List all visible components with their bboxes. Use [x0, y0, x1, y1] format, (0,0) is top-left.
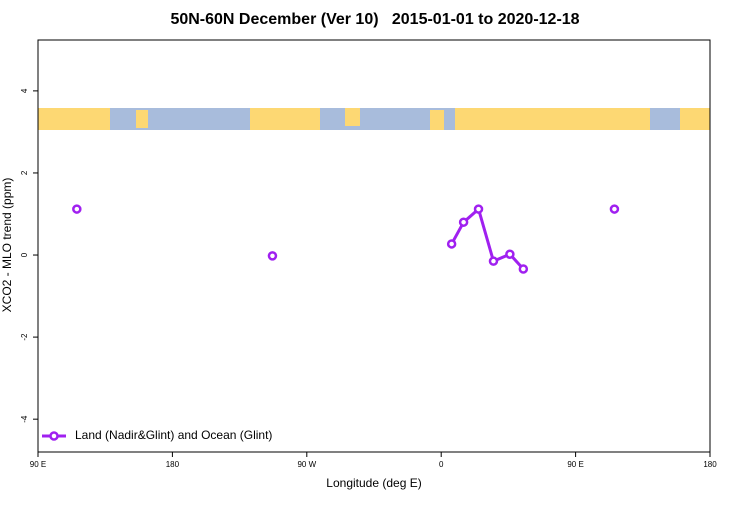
y-tick-label: 2 [20, 170, 29, 175]
data-point [267, 251, 278, 261]
y-axis-label: XCO2 - MLO trend (ppm) [0, 178, 14, 313]
y-tick-label: 0 [20, 252, 29, 257]
x-tick-label: 0 [439, 460, 444, 469]
legend-label: Land (Nadir&Glint) and Ocean (Glint) [75, 428, 272, 442]
plot-frame [37, 39, 711, 453]
data-point [518, 264, 529, 274]
y-tick-label: -4 [20, 415, 29, 423]
legend-marker [49, 431, 59, 441]
data-point [488, 256, 499, 266]
x-tick-label: 180 [703, 460, 717, 469]
data-point [458, 217, 469, 227]
x-tick-label: 180 [166, 460, 180, 469]
chart-title: 50N-60N December (Ver 10) 2015-01-01 to … [170, 11, 579, 28]
x-tick-label: 90 E [30, 460, 46, 469]
x-axis-label: Longitude (deg E) [326, 476, 421, 490]
data-point [473, 204, 484, 214]
x-tick-label: 90 W [297, 460, 316, 469]
data-point [505, 249, 515, 259]
data-point [446, 239, 457, 249]
y-tick-label: -2 [20, 333, 29, 341]
data-point [609, 204, 620, 214]
series-line [452, 209, 615, 269]
map-band [38, 108, 710, 130]
y-tick-label: 4 [20, 88, 29, 93]
x-tick-label: 90 E [567, 460, 583, 469]
data-point [72, 204, 82, 214]
